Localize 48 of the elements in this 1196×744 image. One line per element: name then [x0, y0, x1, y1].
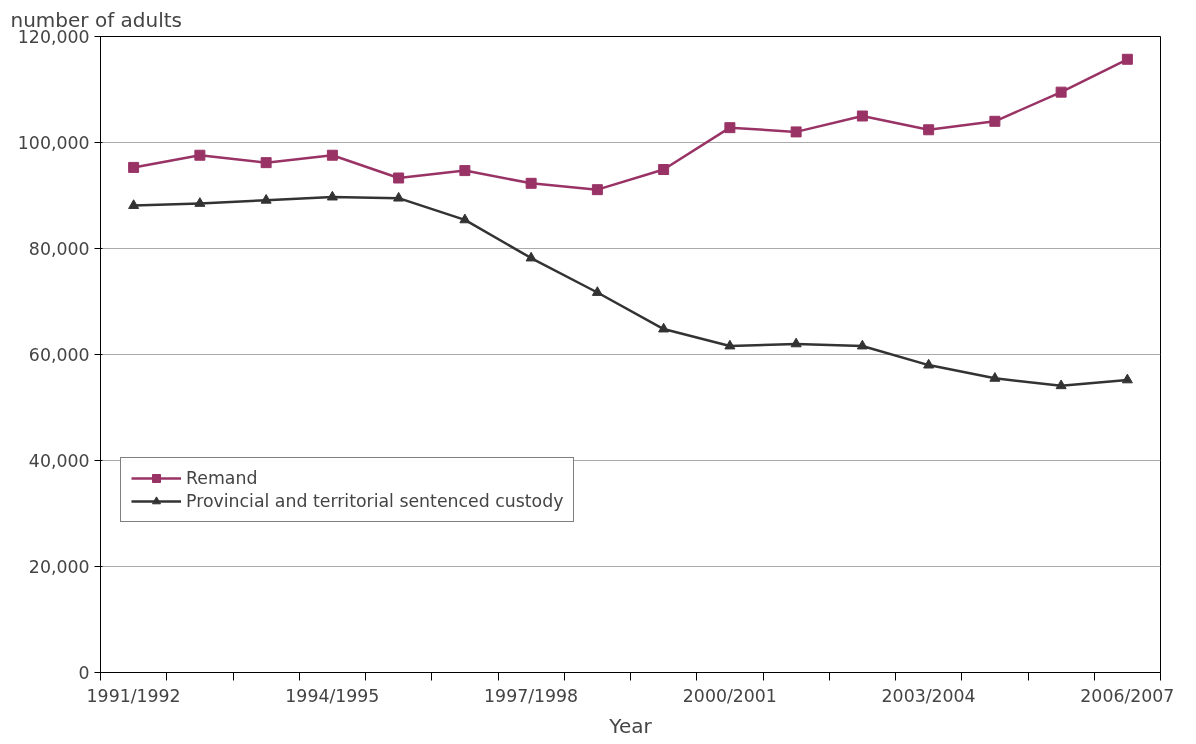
- x-tick-label: 2006/2007: [1080, 685, 1175, 706]
- point: [393, 191, 405, 202]
- y-tick-label: 80,000: [28, 239, 90, 259]
- point: [1121, 53, 1133, 65]
- point: [591, 184, 603, 196]
- point: [194, 149, 206, 161]
- x-tick-label: 1997/1998: [484, 685, 579, 706]
- point: [658, 164, 670, 176]
- point: [1121, 373, 1133, 384]
- point: [459, 213, 471, 224]
- point: [128, 161, 140, 173]
- point: [989, 115, 1001, 127]
- y-tick-label: 120,000: [17, 27, 90, 47]
- point: [194, 197, 206, 207]
- point: [326, 190, 338, 201]
- point: [790, 126, 802, 138]
- point: [724, 122, 736, 134]
- point: [128, 199, 140, 209]
- point: [1055, 379, 1067, 390]
- x-tick-label: 2000/2001: [682, 685, 777, 706]
- point: [724, 339, 736, 350]
- y-tick-label: 100,000: [17, 133, 90, 153]
- point: [923, 124, 935, 136]
- point: [923, 358, 935, 369]
- point: [658, 322, 670, 333]
- point: [525, 251, 537, 262]
- point: [459, 165, 471, 177]
- legend-label: Remand: [186, 468, 259, 488]
- x-tick-label: 2003/2004: [881, 685, 976, 706]
- point: [260, 194, 272, 204]
- legend-label: Provincial and territorial sentenced custody: [186, 491, 564, 511]
- point: [1055, 86, 1067, 98]
- x-tick-label: 1991/1992: [86, 685, 181, 706]
- y-tick-label: 40,000: [28, 451, 90, 471]
- y-tick-label: 0: [78, 663, 90, 683]
- x-axis-title: Year: [608, 713, 653, 738]
- point: [393, 172, 405, 184]
- y-tick-label: 60,000: [28, 345, 90, 365]
- point: [790, 337, 802, 348]
- point: [525, 177, 537, 189]
- point: [591, 286, 603, 296]
- y-tick-label: 20,000: [28, 557, 90, 577]
- point: [989, 372, 1001, 382]
- x-tick-label: 1994/1995: [285, 685, 380, 706]
- point: [856, 339, 868, 350]
- point: [856, 110, 868, 122]
- point: [260, 157, 272, 169]
- point: [326, 149, 338, 161]
